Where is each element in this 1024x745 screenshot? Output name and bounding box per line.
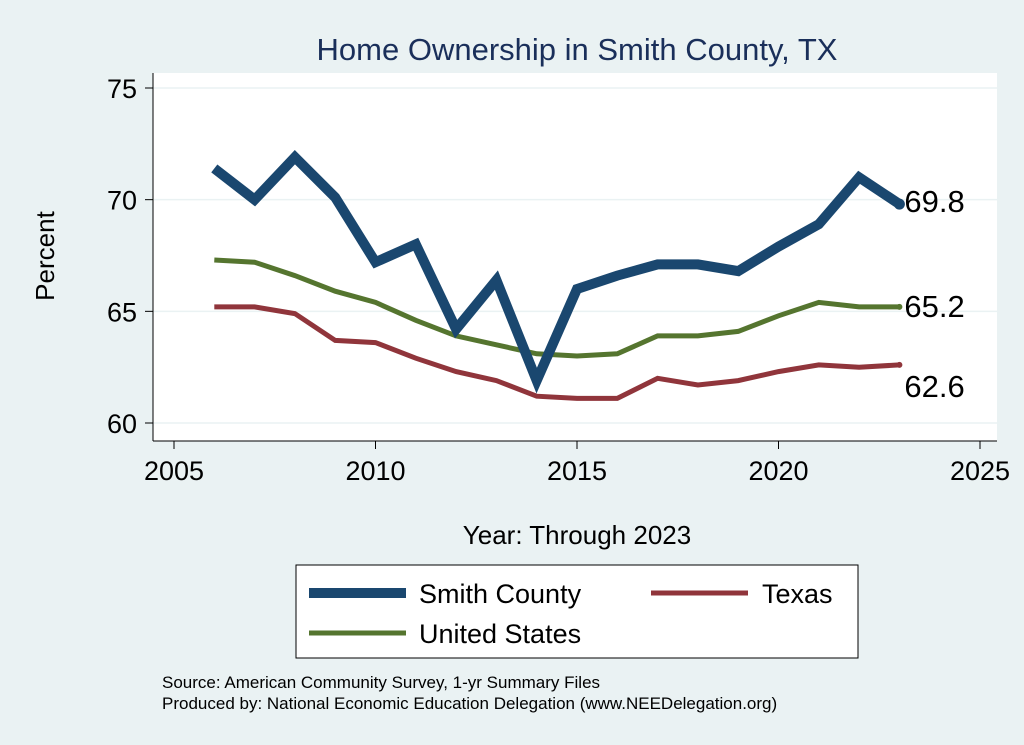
chart-title: Home Ownership in Smith County, TX <box>317 32 838 67</box>
producer-note: Produced by: National Economic Education… <box>162 694 777 713</box>
x-tick-label-2025: 2025 <box>950 456 1010 486</box>
end-point-united-states <box>896 303 903 310</box>
legend-label-texas: Texas <box>762 579 833 609</box>
legend-label-united-states: United States <box>419 619 581 649</box>
axes: 60 65 70 75 2005 2010 2015 2020 2025 <box>107 73 1010 486</box>
end-point-smith-county <box>893 198 905 210</box>
series-line-smith-county <box>211 150 903 394</box>
source-note: Source: American Community Survey, 1-yr … <box>162 673 600 692</box>
y-tick-label-75: 75 <box>107 74 137 104</box>
legend: Smith County Texas United States <box>295 564 859 659</box>
x-tick-label-2010: 2010 <box>345 456 405 486</box>
x-tick-label-2005: 2005 <box>144 456 204 486</box>
end-label-smith-county: 69.8 <box>904 184 964 219</box>
end-label-texas: 62.6 <box>904 369 964 404</box>
series-lines <box>211 150 905 401</box>
y-tick-label-60: 60 <box>107 409 137 439</box>
legend-label-smith-county: Smith County <box>419 579 582 609</box>
y-axis-label: Percent <box>30 210 60 300</box>
end-label-united-states: 65.2 <box>904 289 964 324</box>
x-tick-label-2015: 2015 <box>547 456 607 486</box>
x-tick-label-2020: 2020 <box>748 456 808 486</box>
x-axis-label: Year: Through 2023 <box>463 520 691 550</box>
y-tick-label-70: 70 <box>107 186 137 216</box>
series-line-texas <box>214 304 900 401</box>
plot-area <box>153 73 997 441</box>
series-line-united-states <box>214 257 900 359</box>
end-point-texas <box>896 361 903 368</box>
y-tick-label-65: 65 <box>107 297 137 327</box>
legend-box <box>295 564 859 659</box>
end-labels: 69.8 62.6 65.2 <box>904 184 964 404</box>
